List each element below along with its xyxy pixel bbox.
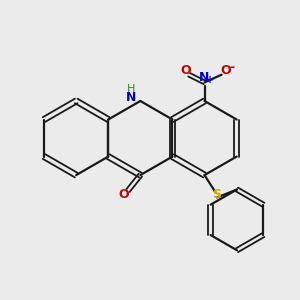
Text: N: N xyxy=(126,92,136,104)
Text: O: O xyxy=(119,188,130,201)
Text: S: S xyxy=(212,188,221,201)
Text: -: - xyxy=(230,61,235,74)
Text: O: O xyxy=(180,64,190,77)
Text: O: O xyxy=(220,64,231,77)
Text: H: H xyxy=(127,84,135,94)
Text: N: N xyxy=(199,71,210,84)
Text: +: + xyxy=(206,75,214,85)
